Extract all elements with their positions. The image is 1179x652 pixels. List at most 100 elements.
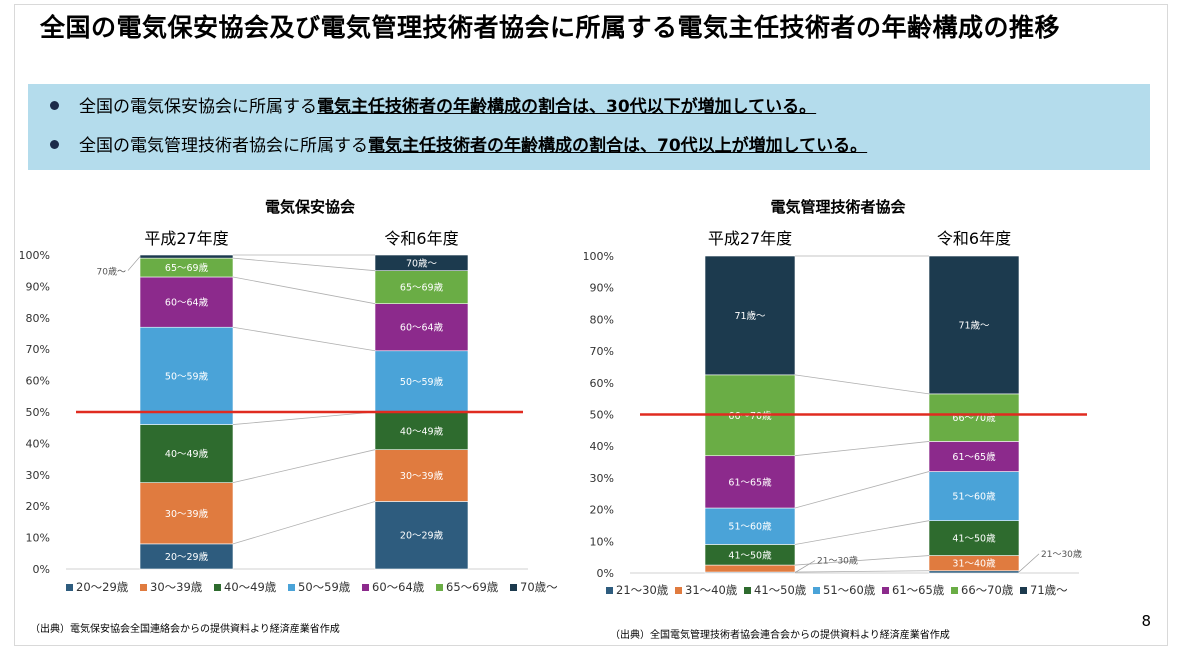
y-tick-label: 40%	[26, 437, 50, 450]
connector-line	[794, 441, 930, 457]
bar-segment	[374, 411, 469, 450]
data-label: 71歳～	[734, 310, 766, 322]
summary-emphasis: 電気主任技術者の年齢構成の割合は、70代以上が増加している。	[368, 136, 868, 156]
data-label: 61～65歳	[728, 476, 772, 488]
connector-line	[794, 570, 930, 573]
legend-swatch	[436, 584, 443, 591]
connector-line	[794, 520, 930, 545]
data-label: 30～39歳	[165, 508, 209, 520]
data-label: 50～59歳	[400, 376, 444, 388]
data-label: 51～60歳	[728, 521, 772, 533]
connector-line	[232, 501, 376, 545]
data-label: 20～29歳	[400, 530, 444, 542]
callout-label: 70歳～	[97, 266, 126, 278]
y-tick-label: 20%	[590, 504, 614, 517]
bar-segment	[928, 471, 1020, 521]
data-label: 51～60歳	[952, 491, 996, 503]
y-tick-label: 20%	[26, 500, 50, 513]
legend-label: 50～59歳	[298, 580, 351, 594]
category-label: 令和6年度	[937, 229, 1011, 248]
y-tick-label: 10%	[26, 532, 50, 545]
slide-frame	[14, 4, 1168, 646]
data-label: 65～69歳	[165, 262, 209, 274]
summary-bullet-2: 全国の電気管理技術者協会に所属する電気主任技術者の年齢構成の割合は、70代以上が…	[50, 135, 867, 157]
connector-line	[232, 276, 376, 305]
source-right: （出典）全国電気管理技術者協会連合会からの提供資料より経済産業省作成	[610, 630, 950, 641]
data-label: 41～50歳	[952, 533, 996, 545]
y-tick-label: 100%	[20, 249, 50, 262]
legend-swatch	[606, 587, 613, 594]
callout-label: 21～30歳	[817, 555, 858, 567]
category-label: 令和6年度	[384, 229, 458, 248]
legend-label: 65～69歳	[446, 580, 499, 594]
y-tick-label: 100%	[584, 250, 614, 263]
legend-swatch	[1020, 587, 1027, 594]
connector-line	[232, 411, 376, 425]
bullet-dot-icon	[50, 100, 59, 110]
chart-left: 0% 10% 20% 30% 40% 50% 60% 70% 80% 90% 100% 平成27年度 令…	[20, 229, 558, 594]
data-label: 60～64歳	[400, 322, 444, 334]
summary-text: 全国の電気管理技術者協会に所属する	[79, 136, 368, 156]
y-tick-label: 30%	[590, 472, 614, 485]
legend-label: 70歳～	[520, 580, 558, 594]
bar-segment	[139, 424, 234, 483]
bullet-dot-icon	[50, 139, 59, 149]
legend-label: 40～49歳	[224, 580, 277, 594]
data-label: 30～39歳	[400, 470, 444, 482]
chart-right: 0% 10% 20% 30% 40% 50% 60% 70% 80% 90% 100% 平成27年度 令…	[584, 229, 1087, 597]
bar-segment	[374, 254, 469, 271]
legend-swatch	[882, 587, 889, 594]
y-tick-label: 50%	[26, 406, 50, 419]
bar-segment	[928, 520, 1020, 556]
legend-swatch	[66, 584, 73, 591]
bar-segment	[928, 570, 1020, 574]
y-tick-label: 60%	[590, 377, 614, 390]
bar-segment	[704, 455, 796, 509]
data-label: 50～59歳	[165, 370, 209, 382]
callout-leader	[127, 256, 141, 271]
connector-line	[794, 374, 930, 395]
legend-swatch	[813, 587, 820, 594]
data-label: 66～70歳	[728, 410, 772, 422]
bar-segment	[374, 449, 469, 502]
data-label: 40～49歳	[165, 448, 209, 460]
bar-segment	[928, 393, 1020, 442]
legend-label: 31～40歳	[685, 583, 738, 597]
bar-segment	[704, 507, 796, 545]
chart-title-left: 電気保安協会	[264, 198, 355, 216]
legend-label: 66～70歳	[961, 583, 1014, 597]
legend-label: 20～29歳	[76, 580, 129, 594]
legend-label: 71歳～	[1030, 583, 1068, 597]
chart-title-right: 電気管理技術者協会	[770, 198, 906, 216]
bar-segment	[139, 276, 234, 328]
bar-segment	[704, 255, 796, 376]
legend-swatch	[362, 584, 369, 591]
y-tick-label: 60%	[26, 375, 50, 388]
legend-swatch	[140, 584, 147, 591]
legend-label: 61～65歳	[892, 583, 945, 597]
legend-swatch	[510, 584, 517, 591]
summary-text: 全国の電気保安協会に所属する	[79, 97, 317, 117]
legend-label: 30～39歳	[150, 580, 203, 594]
legend-swatch	[288, 584, 295, 591]
page-title: 全国の電気保安協会及び電気管理技術者協会に所属する電気主任技術者の年齢構成の推移	[40, 13, 1061, 42]
data-label: 70歳～	[406, 257, 438, 269]
data-label: 40～49歳	[400, 425, 444, 437]
bar-segment	[139, 482, 234, 545]
legend-label: 21～30歳	[616, 583, 669, 597]
connector-line	[794, 555, 930, 566]
y-tick-label: 70%	[26, 343, 50, 356]
bar-segment	[374, 350, 469, 413]
legend-swatch	[675, 587, 682, 594]
bar-segment	[704, 564, 796, 573]
data-label: 65～69歳	[400, 282, 444, 294]
page-number: 8	[1141, 612, 1151, 630]
category-label: 平成27年度	[144, 229, 228, 248]
connector-line	[232, 257, 376, 272]
connector-line	[232, 449, 376, 484]
bar-segment	[374, 501, 469, 570]
y-tick-label: 10%	[590, 535, 614, 548]
legend-label: 41～50歳	[754, 583, 807, 597]
bar-segment	[139, 543, 234, 570]
category-label: 平成27年度	[708, 229, 792, 248]
